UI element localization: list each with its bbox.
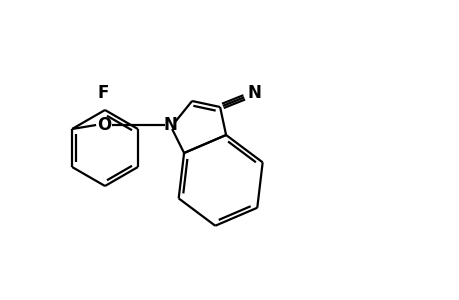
Text: N: N [247, 84, 261, 102]
Text: N: N [163, 116, 177, 134]
Text: O: O [97, 116, 111, 134]
Text: F: F [97, 84, 108, 102]
